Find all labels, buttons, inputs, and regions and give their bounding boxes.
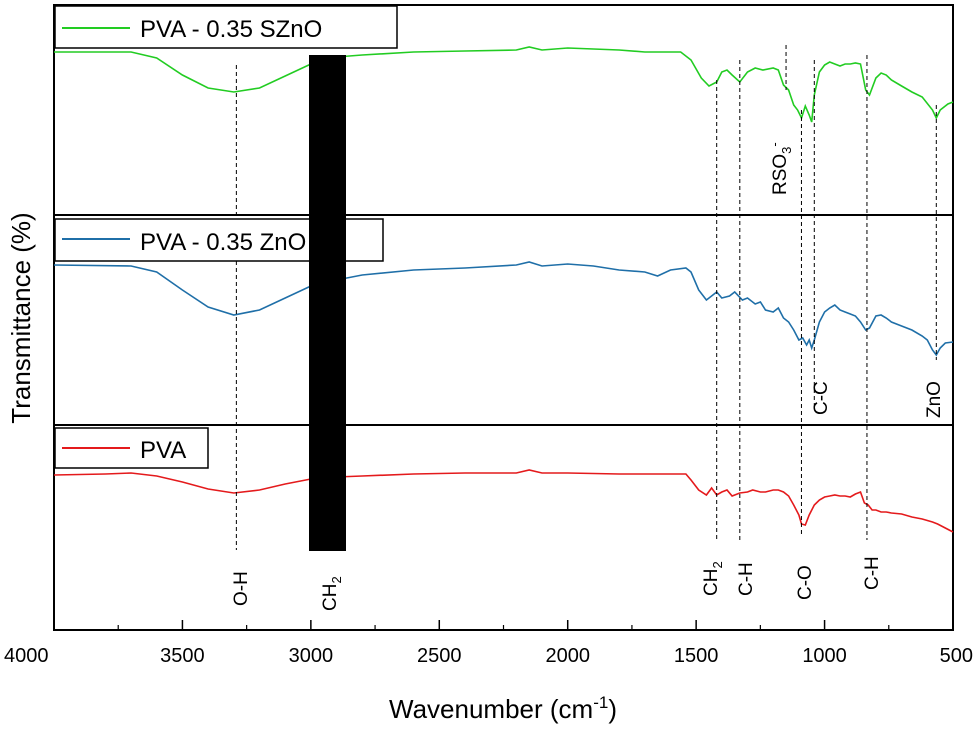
annotation-label: CH2 [320, 576, 344, 611]
annotation-label: C-H [862, 556, 883, 590]
x-tick-label: 3500 [160, 645, 205, 667]
annotation-label: C-H [736, 562, 757, 596]
annotation-labels: O-H CH2 CH2 C-H C-O C-H C-C ZnO RSO3- [231, 142, 945, 611]
x-tick-label: 1000 [802, 645, 847, 667]
annotation-label: CH2 [701, 561, 725, 596]
annotation-label: ZnO [924, 381, 945, 418]
annotation-label: C-O [795, 565, 816, 600]
x-tick-label: 2500 [417, 645, 462, 667]
series-line-0 [54, 46, 954, 123]
x-tick-label: 3000 [289, 645, 334, 667]
legend-pva: PVA [54, 427, 209, 469]
legend-label-pva: PVA [140, 437, 186, 464]
x-axis-ticks: 4000 3500 3000 2500 2000 1500 1000 500 [4, 620, 973, 667]
black-bar [309, 55, 346, 551]
legend-label-zno: PVA - 0.35 ZnO [140, 229, 306, 256]
legend-label-szno: PVA - 0.35 SZnO [140, 16, 322, 43]
annotation-label: RSO3- [767, 142, 794, 195]
annotation-label: C-C [811, 381, 832, 415]
legend-szno: PVA - 0.35 SZnO [54, 5, 398, 49]
black-bar-legend-overlap [309, 219, 346, 263]
annotation-lines [235, 45, 937, 550]
series-line-1 [53, 261, 954, 357]
annotation-label: O-H [231, 571, 252, 606]
series-group [53, 46, 954, 533]
series-line-2 [53, 469, 954, 533]
x-tick-label: 4000 [4, 645, 49, 667]
x-tick-label: 1500 [674, 645, 719, 667]
x-tick-label: 2000 [545, 645, 590, 667]
x-tick-label: 500 [940, 645, 973, 667]
y-axis-label: Transmittance (%) [6, 212, 36, 423]
panel-frames [53, 4, 954, 631]
x-axis-label: Wavenumber (cm-1) [389, 693, 617, 724]
